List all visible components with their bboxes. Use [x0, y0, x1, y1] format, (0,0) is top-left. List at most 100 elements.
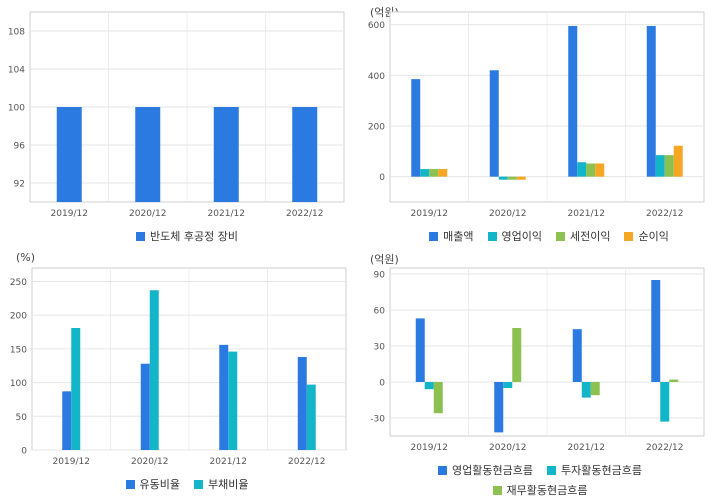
y-tick-label: 100	[8, 104, 25, 114]
y-tick-label: 60	[374, 307, 386, 317]
y-tick-label: 0	[379, 379, 385, 389]
legend-item: 순이익	[624, 228, 669, 244]
bar	[660, 382, 670, 422]
legend-ratio: 유동비율 부채비율	[28, 476, 346, 492]
legend-label: 반도체 후공정 장비	[150, 230, 238, 243]
y-tick-label: 600	[368, 21, 385, 31]
legend-swatch	[438, 465, 448, 475]
bar	[595, 163, 605, 177]
x-tick-label: 2022/12	[646, 443, 683, 453]
legend-income: 매출액 영업이익 세전이익 순이익	[390, 228, 708, 244]
bar	[498, 176, 508, 180]
bar	[420, 169, 430, 177]
bar	[292, 107, 318, 202]
y-tick-label: 0	[379, 173, 385, 183]
bar	[655, 155, 665, 177]
chart-panel-cashflow: (억원) -30 0 30 60 90 2019/12 2020/12 2021/12 2022…	[360, 248, 720, 498]
bar	[577, 162, 587, 177]
y-tick-label: 150	[10, 345, 27, 355]
legend-item: 영업이익	[487, 228, 542, 244]
y-tick-label: 400	[368, 72, 385, 82]
y-tick-label: 104	[8, 66, 25, 76]
x-tick-label: 2019/12	[411, 209, 448, 219]
bar	[219, 344, 229, 450]
legend-swatch	[556, 231, 565, 241]
cashflow-bar-chart: -30 0 30 60 90 2019/12 2020/12 2021/12 2022/12	[370, 267, 705, 453]
bar	[228, 351, 238, 450]
legend-swatch	[624, 231, 634, 241]
ratio-bar-chart: 0 50 100 150 200 250 2019/12 2020/12 2021/12 2022…	[10, 267, 347, 467]
legend-swatch	[136, 231, 146, 241]
legend-label: 유동비율	[139, 478, 180, 491]
bar	[56, 107, 82, 202]
x-tick-label: 2022/12	[286, 209, 323, 219]
bar	[586, 163, 596, 177]
bar	[415, 318, 425, 382]
x-tick-label: 2020/12	[129, 209, 166, 219]
legend-item: 유동비율	[125, 476, 180, 492]
x-tick-label: 2022/12	[646, 209, 683, 219]
legend-item: 영업활동현금흐름	[438, 462, 533, 478]
legend-item: 세전이익	[556, 228, 610, 244]
bar	[71, 327, 81, 450]
y-tick-label: 96	[14, 142, 26, 152]
x-tick-label: 2019/12	[53, 457, 90, 467]
bar	[516, 176, 526, 180]
unit-label-cashflow: (억원)	[370, 253, 399, 266]
x-tick-label: 2021/12	[210, 457, 247, 467]
bar	[494, 382, 504, 433]
bar	[507, 176, 517, 180]
income-bar-chart: 0 200 400 600 2019/12 2020/12 2021/12 2022/12	[368, 11, 705, 219]
x-tick-label: 2020/12	[489, 209, 526, 219]
legend-swatch	[429, 231, 439, 241]
bar	[568, 25, 578, 177]
legend-label: 재무활동현금흐름	[506, 484, 588, 497]
y-tick-label: -30	[370, 415, 385, 425]
y-tick-label: 30	[374, 343, 386, 353]
legend-label: 투자활동현금흐름	[561, 464, 642, 477]
y-tick-label: 90	[374, 271, 386, 281]
legend-equipment: 반도체 후공정 장비	[28, 228, 346, 244]
chart-panel-equipment: 92 96 100 104 108 2019/12 2020/12 2021/12 2022/1…	[0, 0, 360, 248]
bar	[297, 356, 307, 450]
x-tick-label: 2020/12	[131, 457, 168, 467]
bar	[135, 107, 161, 202]
bar	[651, 280, 661, 382]
x-tick-label: 2021/12	[208, 209, 245, 219]
legend-item: 부채비율	[194, 476, 248, 492]
y-tick-label: 108	[8, 28, 25, 38]
legend-label: 영업활동현금흐름	[452, 464, 533, 477]
chart-panel-ratio: (%) 0 50 100 150 200 250 2019/12 2020/12 2021/12…	[0, 248, 360, 496]
x-tick-label: 2022/12	[288, 457, 325, 467]
x-tick-label: 2020/12	[489, 443, 526, 453]
y-tick-label: 50	[16, 413, 28, 423]
bar	[590, 382, 600, 396]
bar	[512, 328, 522, 382]
x-tick-label: 2019/12	[411, 443, 448, 453]
bar	[411, 79, 421, 177]
x-tick-label: 2019/12	[51, 209, 88, 219]
legend-swatch	[125, 479, 135, 489]
bar	[664, 155, 674, 177]
x-tick-label: 2021/12	[568, 443, 605, 453]
legend-swatch	[547, 465, 556, 475]
y-tick-label: 100	[10, 379, 27, 389]
bar	[213, 107, 239, 202]
bar	[489, 70, 499, 177]
legend-swatch	[492, 485, 502, 495]
bar	[581, 382, 591, 398]
legend-item: 반도체 후공정 장비	[136, 228, 238, 244]
bar	[503, 382, 513, 388]
x-tick-label: 2021/12	[568, 209, 605, 219]
chart-panel-income: (억원) 0 200 400 600 2019/12 2020/12 2021/12 2022…	[360, 0, 720, 248]
bar	[429, 169, 439, 177]
equipment-bar-chart: 92 96 100 104 108 2019/12 2020/12 2021/12 2022/1…	[8, 11, 345, 219]
legend-label: 순이익	[638, 230, 669, 243]
bar	[646, 25, 656, 177]
bar	[149, 290, 159, 450]
legend-label: 매출액	[443, 230, 474, 243]
bar	[433, 382, 443, 414]
bar	[140, 363, 150, 450]
legend-item: 투자활동현금흐름	[547, 462, 642, 478]
